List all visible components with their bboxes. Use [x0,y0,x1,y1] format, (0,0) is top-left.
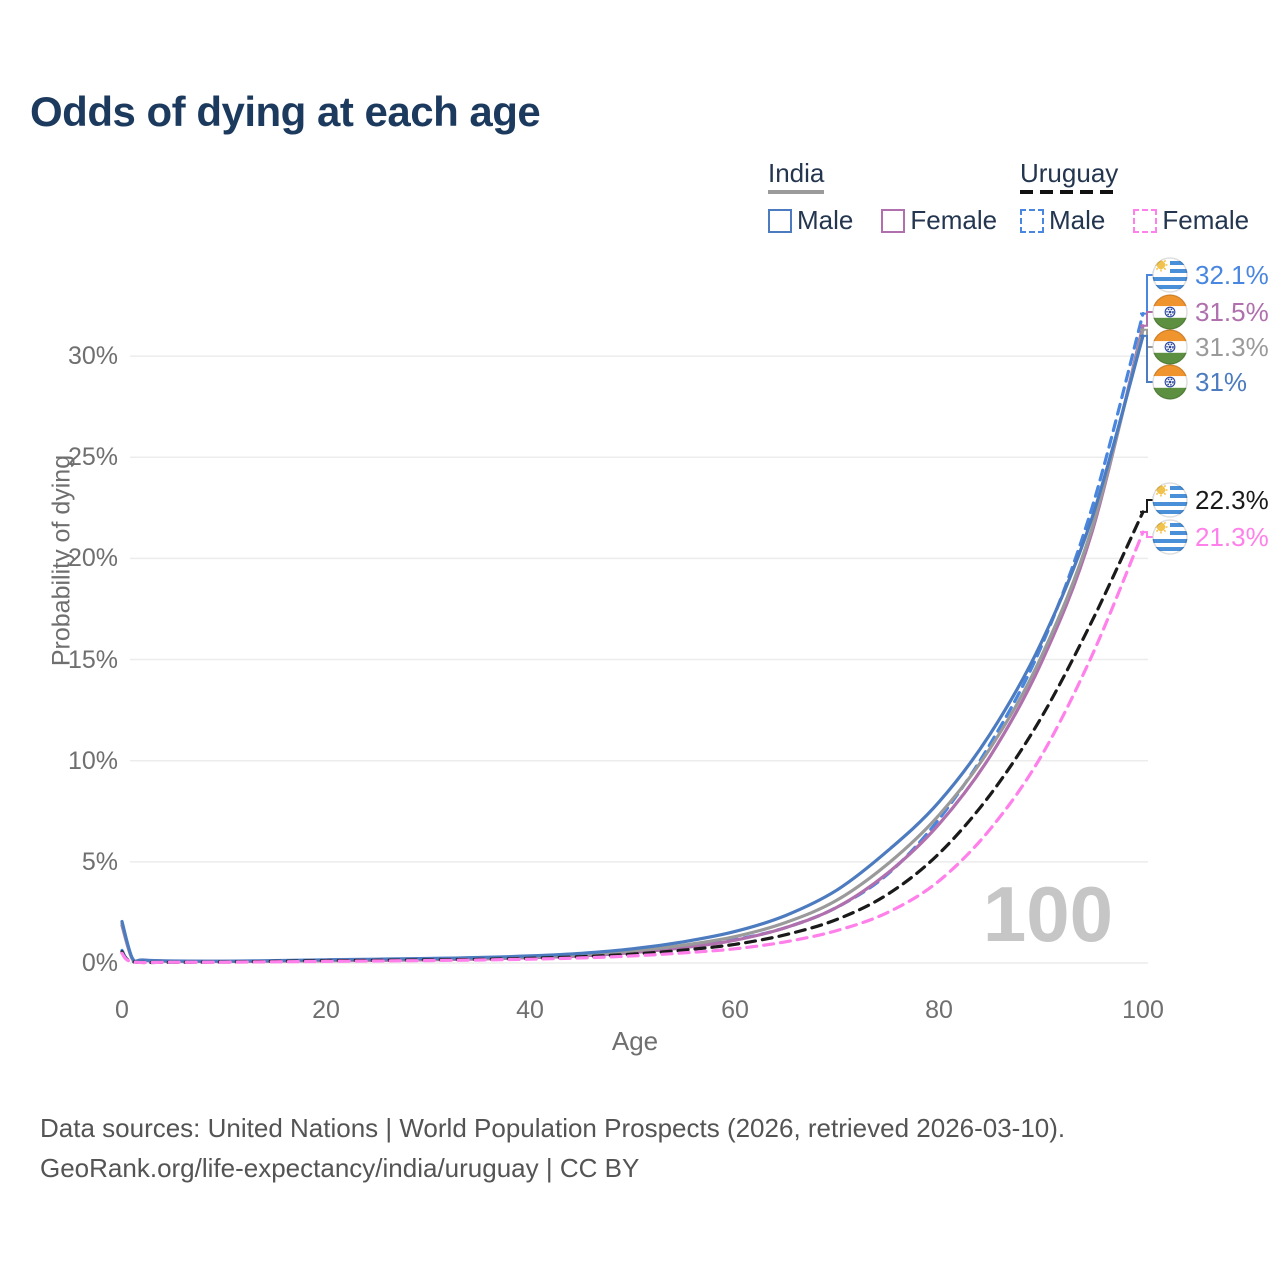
y-tick-label: 0% [81,949,118,977]
footer-attribution: Data sources: United Nations | World Pop… [40,1108,1065,1188]
india-male-swatch-icon[interactable] [768,208,792,233]
series-line-india-male [120,334,1145,963]
india-flag-icon [1152,364,1188,400]
legend-group-india: India [768,160,824,194]
y-tick-label: 20% [67,544,118,572]
legend-item-label: Male [797,205,854,235]
india-flag-icon [1152,329,1188,365]
end-label-value: 32.1% [1195,259,1269,290]
series-line-india-female [120,324,1145,964]
y-tick-label: 15% [67,646,118,674]
end-label-india-female: 31.5% [1152,293,1269,331]
legend-item-uruguay-female[interactable]: Female [1133,205,1249,236]
india-flag-icon [1152,294,1188,330]
legend-item-india-female[interactable]: Female [881,205,997,236]
legend-india-underline [768,190,824,194]
legend-item-uruguay-male[interactable]: Male [1020,205,1105,236]
legend-item-label: Female [1162,205,1250,235]
x-tick-label: 100 [1122,996,1164,1024]
legend-group-uruguay: Uruguay [1020,160,1118,194]
footer-line1: Data sources: United Nations | World Pop… [40,1113,1066,1143]
hover-age-watermark: 100 [983,870,1113,958]
end-label-value: 31% [1195,366,1248,397]
end-label-value: 22.3% [1195,484,1269,515]
end-label-value: 31.3% [1195,331,1269,362]
x-tick-label: 40 [516,996,544,1024]
gridlines [130,355,1148,964]
footer-line2: GeoRank.org/life-expectancy/india/urugua… [40,1153,640,1183]
end-label-india-male: 31% [1152,363,1247,401]
end-label-uruguay-both-sexes: 22.3% [1152,481,1269,519]
label-connector [1140,499,1153,513]
y-tick-label: 25% [67,443,118,471]
series-line-uruguay-female [120,530,1145,965]
end-label-uruguay-male: 32.1% [1152,256,1269,294]
legend-item-india-male[interactable]: Male [768,205,853,236]
label-connectors [1140,274,1153,538]
x-axis-title: Age [611,1026,659,1056]
legend-items-uruguay: Male Female [1020,205,1277,236]
legend-group-india-label: India [768,158,825,188]
legend-group-uruguay-label: Uruguay [1020,158,1119,188]
legend-items-india: Male Female [768,205,1025,236]
y-tick-label: 10% [67,747,118,775]
x-tick-label: 60 [721,996,749,1024]
series-line-uruguay-male [120,312,1145,964]
uruguay-flag-icon [1152,519,1188,555]
series-line-india-both-sexes [120,328,1145,964]
uruguay-male-swatch-icon[interactable] [1020,208,1044,233]
x-tick-label: 80 [925,996,953,1024]
end-label-value: 21.3% [1195,521,1269,552]
page-title: Odds of dying at each age [30,88,541,135]
y-axis-title: Probability of dying [47,454,76,667]
label-connector [1140,311,1153,327]
legend-item-label: Male [1049,205,1106,235]
label-connector [1140,334,1153,383]
label-connector [1140,274,1153,315]
label-connector [1140,531,1153,538]
legend-uruguay-underline [1020,190,1118,194]
uruguay-female-swatch-icon[interactable] [1133,208,1158,233]
uruguay-flag-icon [1152,257,1188,293]
y-tick-label: 30% [67,342,118,370]
end-label-india-both-sexes: 31.3% [1152,328,1269,366]
series-lines [120,312,1145,965]
line-chart: 100 [120,274,1153,965]
x-tick-label: 0 [115,996,129,1024]
uruguay-flag-icon [1152,482,1188,518]
india-female-swatch-icon[interactable] [881,208,906,233]
x-tick-label: 20 [312,996,340,1024]
end-label-uruguay-female: 21.3% [1152,518,1269,556]
end-label-value: 31.5% [1195,296,1269,327]
y-tick-label: 5% [81,848,118,876]
legend-item-label: Female [910,205,998,235]
